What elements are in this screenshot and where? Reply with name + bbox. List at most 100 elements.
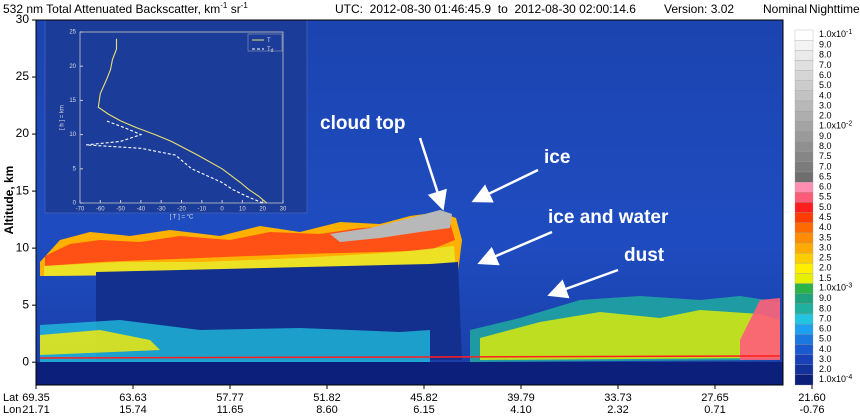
inset-y-tick-label: 15 (69, 98, 76, 104)
colorbar-label: 3.0 (819, 100, 832, 110)
colorbar-label: 2.5 (819, 253, 832, 263)
legend-label: Td (267, 47, 274, 55)
colorbar-cell (794, 323, 814, 335)
lon-tick-label: -0.76 (799, 404, 824, 414)
colorbar-label: 4.0 (819, 344, 832, 354)
lon-tick-label: 6.15 (413, 404, 434, 414)
inset-x-tick-label: -10 (197, 207, 206, 213)
colorbar-cell (794, 151, 814, 163)
colorbar-cell (794, 334, 814, 345)
colorbar-label: 3.0 (819, 354, 832, 364)
colorbar-cell (794, 222, 814, 234)
inset-background (44, 19, 308, 214)
colorbar-cell (794, 273, 814, 284)
colorbar-label: 5.5 (819, 192, 832, 202)
colorbar-label: 6.5 (819, 171, 832, 181)
curtain (36, 20, 783, 385)
y-tick-label: 20 (16, 126, 30, 140)
colorbar-cell (794, 90, 814, 102)
colorbar-label: 4.0 (819, 222, 832, 232)
colorbar-label: 8.0 (819, 50, 832, 60)
colorbar-cell (794, 283, 814, 294)
colorbar-label: 1.0x10-2 (819, 120, 852, 131)
lat-label: Lat (3, 392, 18, 404)
colorbar-cell (794, 141, 814, 152)
colorbar-label: 3.5 (819, 232, 832, 242)
inset-x-tick-label: -70 (76, 207, 85, 213)
lat-tick-label: 69.35 (22, 392, 50, 404)
y-axis-label: Altitude, km (2, 166, 16, 235)
colorbar-label: 4.0 (819, 90, 832, 100)
period: Nighttime (809, 2, 860, 16)
inset-x-tick-label: 30 (280, 207, 287, 213)
version: Version: 3.02 (664, 2, 734, 16)
chart-title: 532 nm Total Attenuated Backscatter, km-… (3, 1, 248, 16)
colorbar-label-exponent: -2 (846, 120, 852, 127)
colorbar-cell (794, 293, 814, 305)
lon-tick-label: 21.71 (22, 404, 50, 414)
colorbar-label: 6.0 (819, 324, 832, 334)
inset-y-tick-label: 10 (69, 132, 76, 138)
inset-chart: -70 -60 -50 -40 -30 -20 -10 0 10 20 30 0 5 10 15 20 25 [ … (44, 19, 308, 221)
title-exponent: -1 (220, 1, 228, 10)
colorbar-cell (794, 263, 814, 274)
inset-y-tick-label: 25 (69, 30, 76, 36)
colorbar-cell (794, 202, 814, 213)
y-tick-label: 15 (16, 183, 30, 197)
colorbar-cell (794, 50, 814, 61)
lon-tick-label: 2.32 (607, 404, 628, 414)
colorbar-cell (794, 60, 814, 71)
colorbar-label-exponent: -3 (846, 282, 852, 289)
colorbar-label: 7.0 (819, 60, 832, 70)
title-exponent: -1 (241, 1, 249, 10)
colorbar-label-base: 1.0x10 (819, 283, 846, 293)
colorbar-cell (794, 100, 814, 112)
inset-y-tick-label: 20 (69, 64, 76, 70)
legend-box (247, 33, 283, 52)
annotation: ice and water (548, 207, 669, 228)
colorbar-cell (794, 212, 814, 223)
lon-tick-label: 4.10 (510, 404, 531, 414)
lon-tick-label: 11.65 (217, 404, 244, 414)
title-text: sr (227, 2, 240, 16)
inset-x-tick-label: -30 (157, 207, 166, 213)
y-tick-label: 0 (22, 354, 29, 368)
colorbar-label: 3.0 (819, 242, 832, 252)
colorbar-label-base: 1.0x10 (819, 121, 846, 131)
colorbar-cell (794, 70, 814, 81)
lon-label: Lon (3, 404, 21, 414)
colorbar-label: 6.0 (819, 182, 832, 192)
colorbar-label: 7.0 (819, 161, 832, 171)
lat-tick-label: 27.65 (701, 392, 729, 404)
colorbar-cell (794, 181, 814, 193)
colorbar-label: 8.0 (819, 141, 832, 151)
colorbar-label: 5.0 (819, 202, 832, 212)
colorbar-cell (794, 344, 814, 355)
lat-tick-label: 57.77 (216, 392, 244, 404)
legend-subscript: d (271, 48, 274, 54)
colorbar-cell (794, 161, 814, 173)
profile-line (86, 120, 263, 204)
colorbar-label: 8.0 (819, 303, 832, 313)
colorbar-label-base: 1.0x10 (819, 374, 846, 384)
colorbar-label: 2.0 (819, 364, 832, 374)
lat-tick-label: 51.82 (313, 392, 341, 404)
inset-x-tick-label: -50 (116, 207, 125, 213)
colorbar-cell (794, 232, 814, 244)
title-text: 532 nm Total Attenuated Backscatter, km (3, 2, 220, 16)
colorbar-label-exponent: -1 (846, 29, 852, 36)
inset-y-tick-label: 0 (73, 201, 77, 207)
inset-x-tick-label: -60 (96, 207, 105, 213)
lat-tick-label: 21.60 (798, 392, 826, 404)
lat-tick-label: 63.63 (119, 392, 147, 404)
colorbar-cell (794, 80, 814, 92)
colorbar-label: 1.0x10-4 (819, 374, 852, 385)
colorbar-label: 7.0 (819, 313, 832, 323)
colorbar-cell (794, 354, 814, 365)
annotation: dust (624, 245, 665, 266)
lon-tick-label: 8.60 (316, 404, 337, 414)
inset-x-tick-label: 20 (259, 207, 266, 213)
y-tick-label: 30 (16, 12, 30, 26)
